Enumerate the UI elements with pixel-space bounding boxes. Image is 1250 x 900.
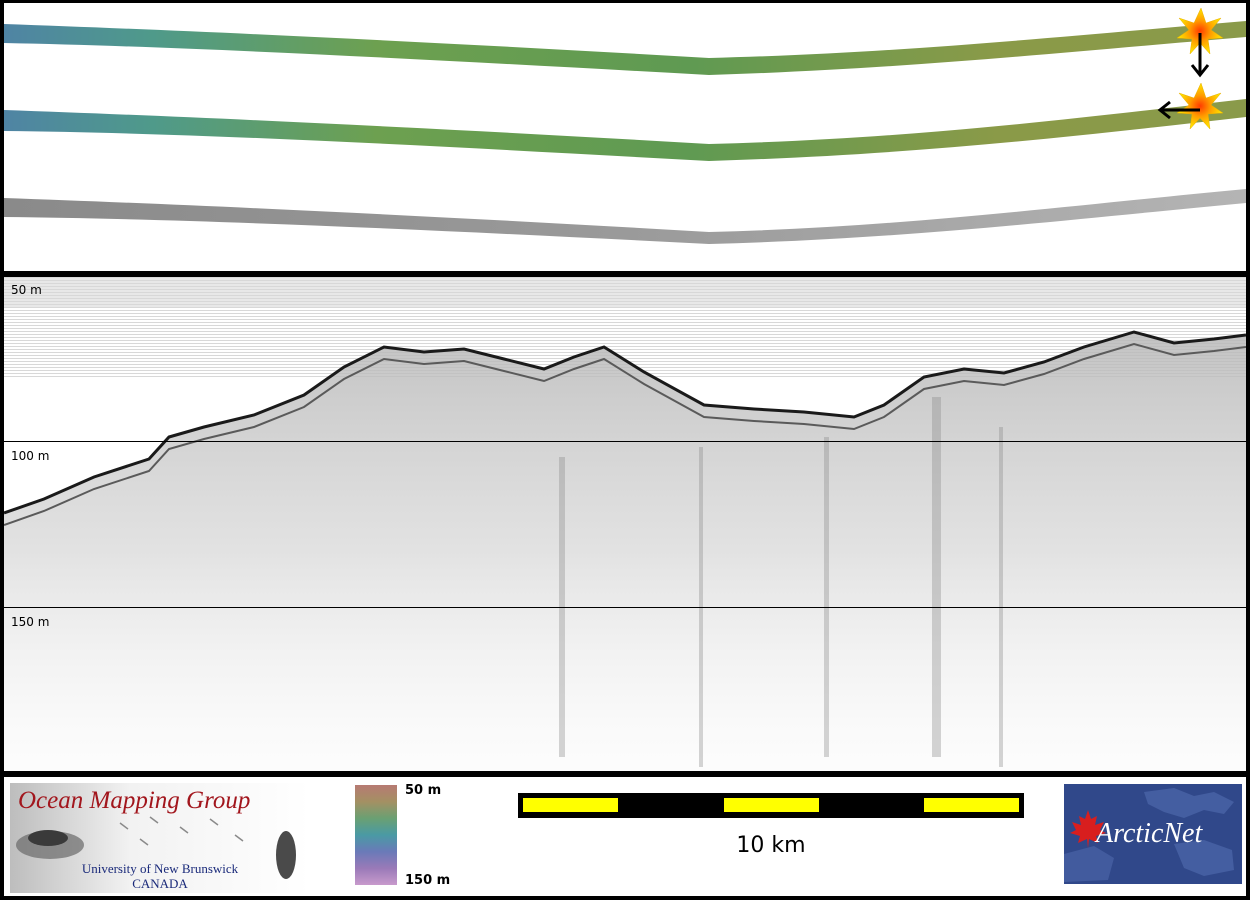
subbottom-profile-panel: 50 m 100 m 150 m [4,277,1246,771]
arcticnet-wordmark: ArcticNet [1096,818,1203,849]
bathymetry-strip-lower [4,99,1246,161]
swath-map-panel [4,3,1246,271]
profile-image [4,277,1246,771]
omg-title: Ocean Mapping Group [18,787,251,814]
seafloor-reflector [4,330,1246,515]
bathymetry-strip-upper [4,21,1246,75]
colorbar-bottom-label: 150 m [405,873,451,888]
maple-leaf-icon [1070,810,1106,848]
depth-label-150: 150 m [11,615,50,629]
arctic-map-background [1064,788,1234,882]
scale-segment [924,798,1019,812]
depth-colorbar [355,785,397,885]
swath-strips [4,7,1246,244]
scale-segment [523,798,618,812]
depth-gridline-150 [4,607,1246,608]
scale-segment [724,798,819,812]
scale-bar [518,793,1024,818]
backscatter-strip [4,189,1246,244]
colorbar-top-label: 50 m [405,783,442,798]
start-marker-star-icon [1176,82,1224,130]
direction-arrow-icon [1190,33,1210,78]
omg-university: University of New Brunswick [81,861,239,876]
seafloor-fill [4,332,1246,771]
omg-country: CANADA [132,876,188,891]
sub-bottom-reflector [4,342,1246,526]
sonar-vessel-icon [10,783,310,893]
direction-arrow-icon [1157,100,1200,120]
arcticnet-logo: ArcticNet [1064,784,1242,884]
depth-label-50: 50 m [11,283,42,297]
depth-gridline-100 [4,441,1246,442]
ocean-mapping-group-logo: Ocean Mapping Group University of New Br… [10,783,310,893]
legend-footer: Ocean Mapping Group University of New Br… [4,777,1246,896]
scale-label: 10 km [736,833,806,858]
depth-label-100: 100 m [11,449,50,463]
